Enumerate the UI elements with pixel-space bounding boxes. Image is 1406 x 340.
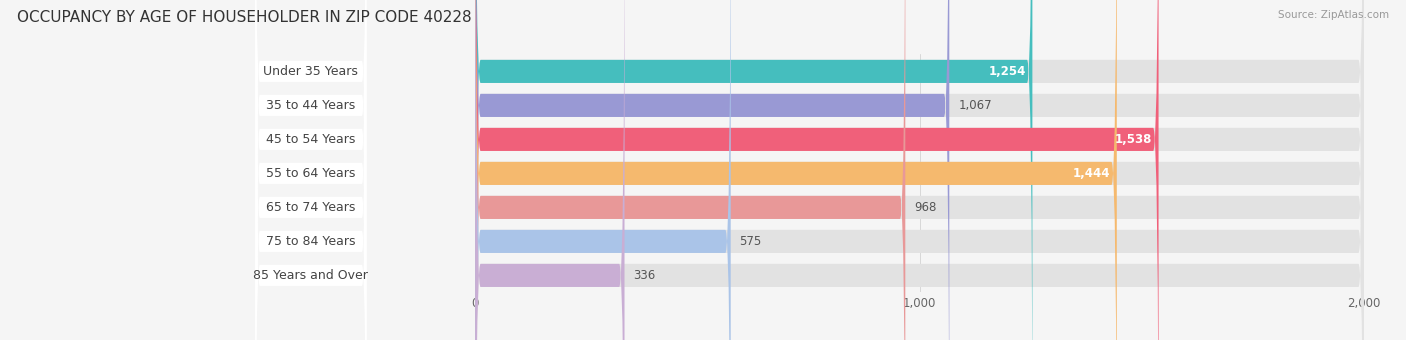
FancyBboxPatch shape [475, 0, 1032, 340]
Text: Under 35 Years: Under 35 Years [263, 65, 359, 78]
FancyBboxPatch shape [475, 0, 1116, 340]
FancyBboxPatch shape [475, 0, 949, 340]
FancyBboxPatch shape [475, 0, 1364, 340]
FancyBboxPatch shape [475, 0, 1364, 340]
Text: 1,538: 1,538 [1115, 133, 1152, 146]
FancyBboxPatch shape [475, 0, 1364, 340]
FancyBboxPatch shape [475, 0, 1159, 340]
Text: 75 to 84 Years: 75 to 84 Years [266, 235, 356, 248]
FancyBboxPatch shape [475, 0, 1364, 340]
Text: 35 to 44 Years: 35 to 44 Years [266, 99, 356, 112]
FancyBboxPatch shape [256, 0, 367, 340]
FancyBboxPatch shape [256, 0, 367, 340]
Text: Source: ZipAtlas.com: Source: ZipAtlas.com [1278, 10, 1389, 20]
Text: 45 to 54 Years: 45 to 54 Years [266, 133, 356, 146]
FancyBboxPatch shape [256, 0, 367, 340]
Text: 968: 968 [914, 201, 936, 214]
FancyBboxPatch shape [475, 0, 1364, 340]
Text: 1,254: 1,254 [988, 65, 1026, 78]
Text: 336: 336 [633, 269, 655, 282]
FancyBboxPatch shape [256, 0, 367, 340]
Text: OCCUPANCY BY AGE OF HOUSEHOLDER IN ZIP CODE 40228: OCCUPANCY BY AGE OF HOUSEHOLDER IN ZIP C… [17, 10, 471, 25]
Text: 1,444: 1,444 [1073, 167, 1111, 180]
FancyBboxPatch shape [475, 0, 1364, 340]
FancyBboxPatch shape [475, 0, 731, 340]
FancyBboxPatch shape [256, 0, 367, 340]
FancyBboxPatch shape [475, 0, 905, 340]
FancyBboxPatch shape [256, 0, 367, 340]
FancyBboxPatch shape [475, 0, 624, 340]
Text: 85 Years and Over: 85 Years and Over [253, 269, 368, 282]
Text: 575: 575 [740, 235, 762, 248]
FancyBboxPatch shape [256, 0, 367, 340]
Text: 55 to 64 Years: 55 to 64 Years [266, 167, 356, 180]
Text: 1,067: 1,067 [957, 99, 991, 112]
FancyBboxPatch shape [475, 0, 1364, 340]
Text: 65 to 74 Years: 65 to 74 Years [266, 201, 356, 214]
